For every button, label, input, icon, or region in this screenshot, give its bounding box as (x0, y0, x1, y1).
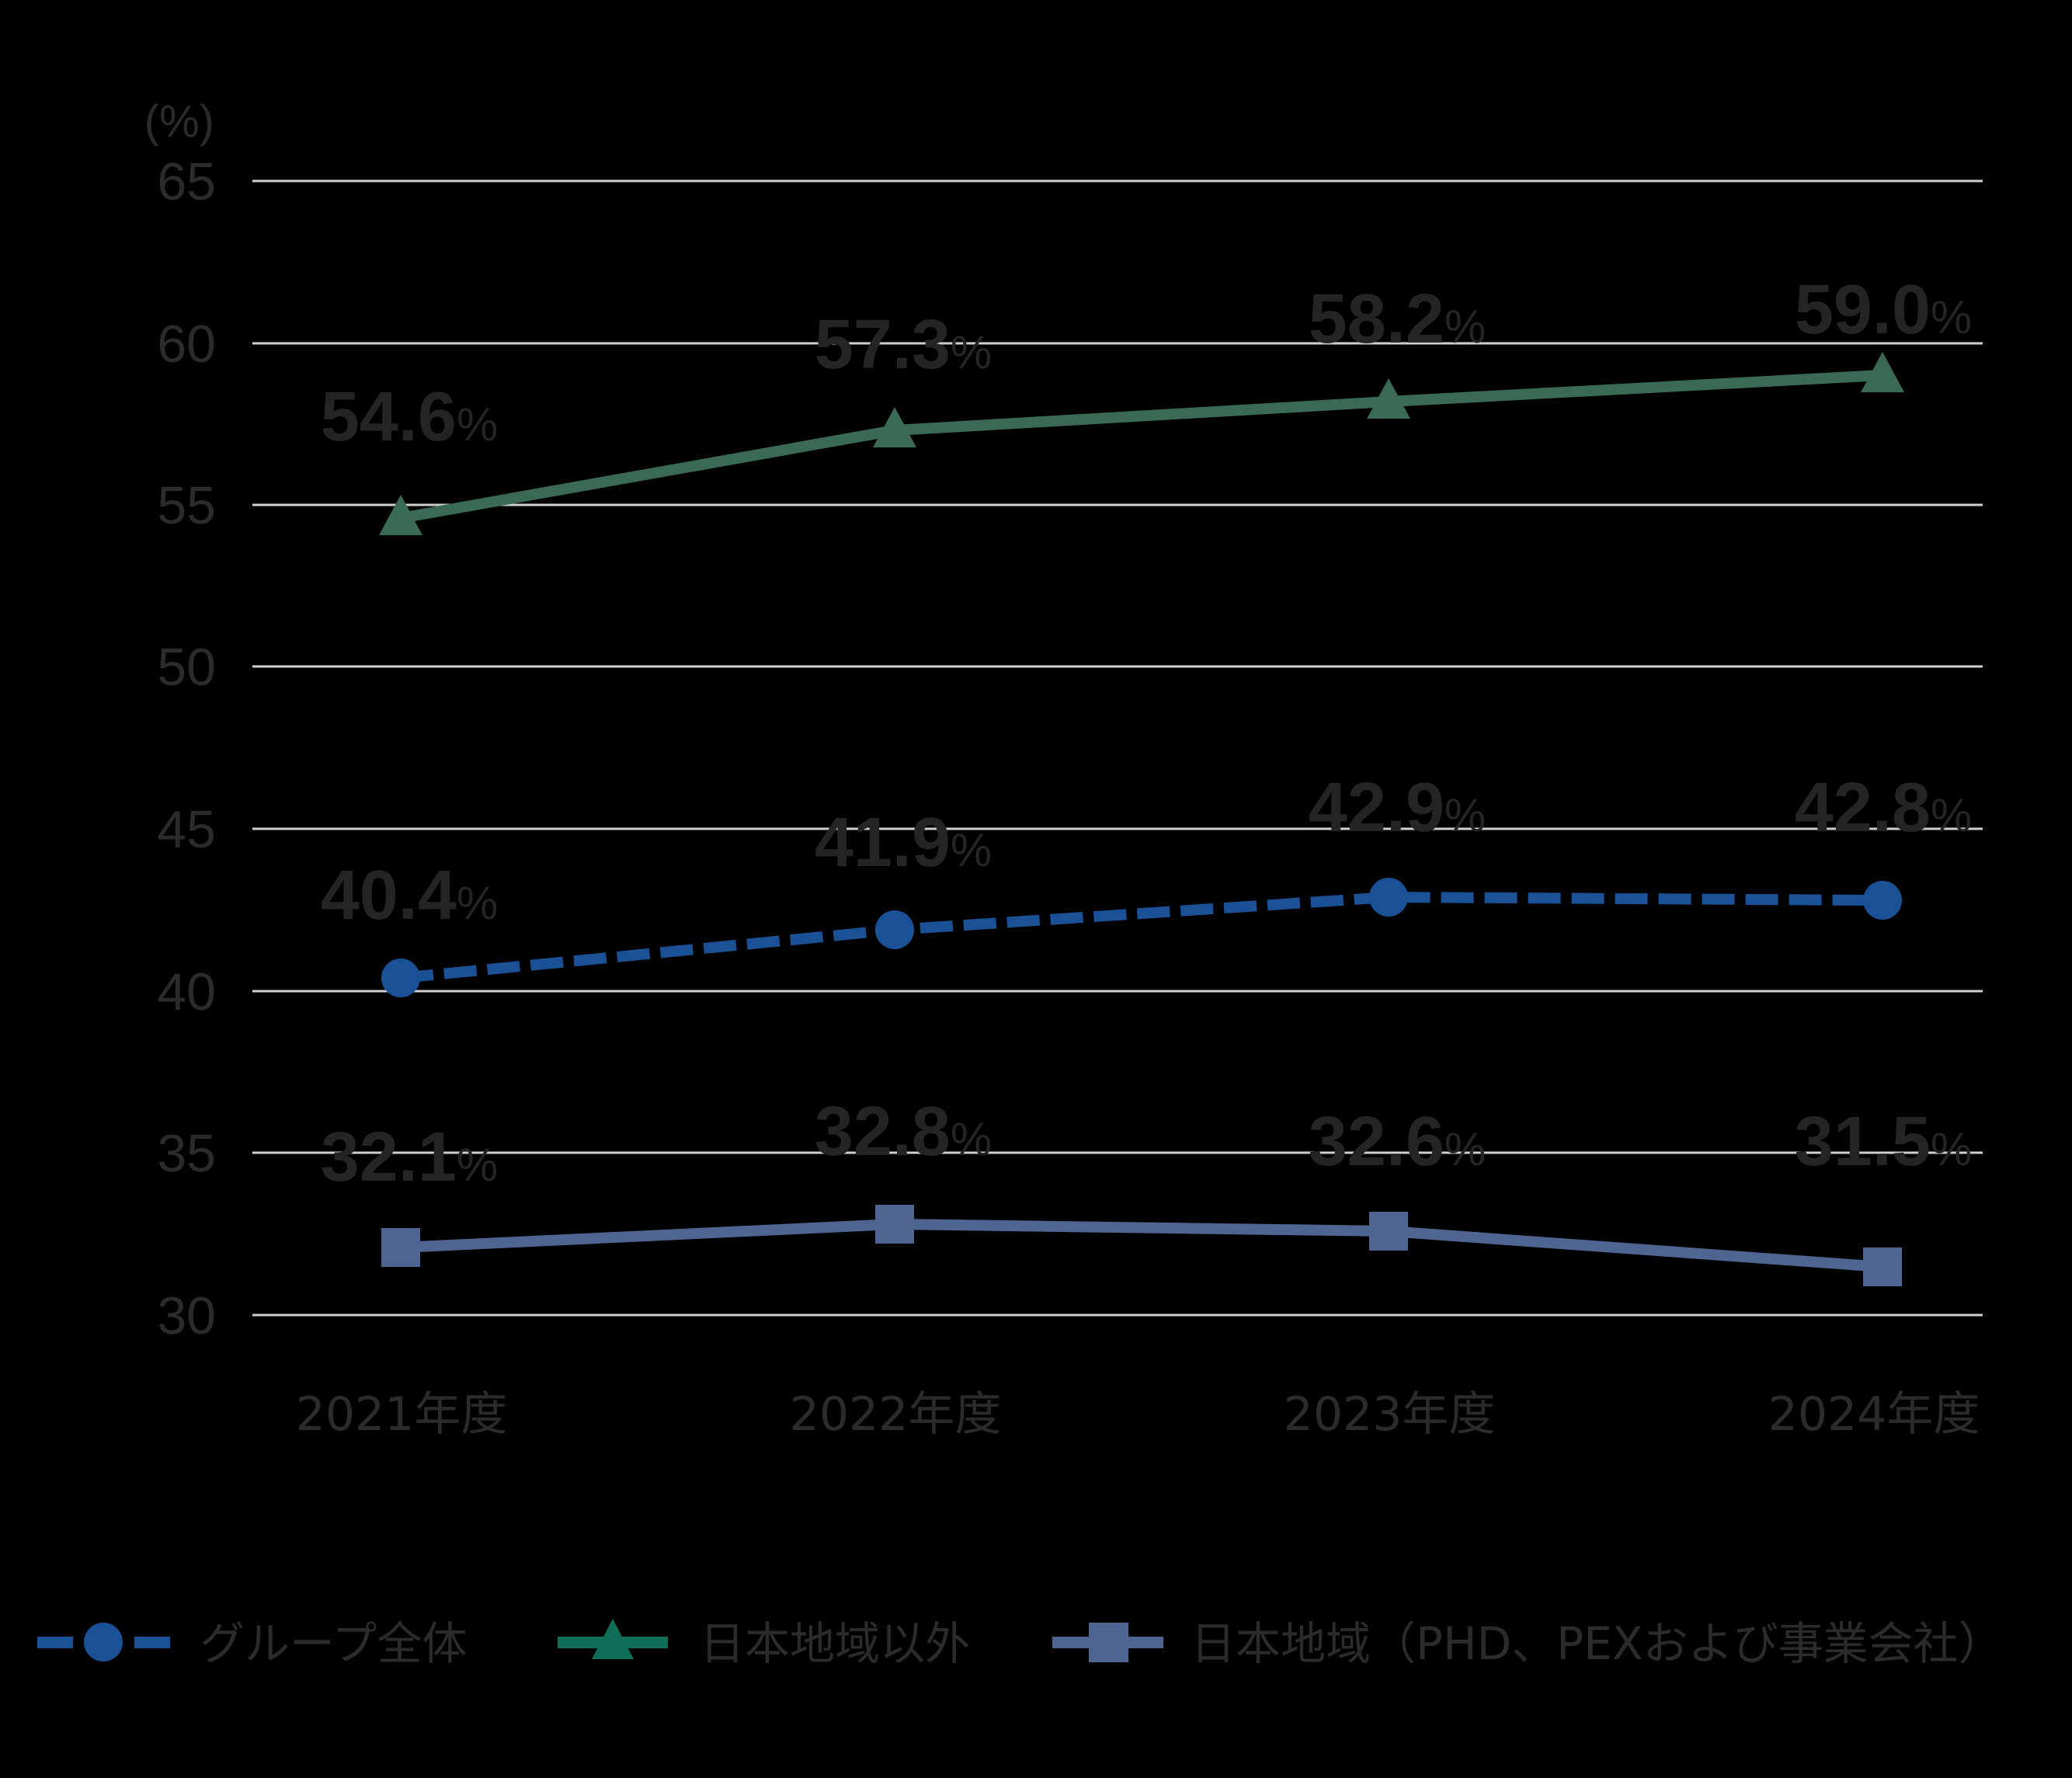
y-tick-30: 30 (157, 1286, 216, 1345)
data-labels-group-total: 40.4% 41.9% 42.9% 42.8% (321, 769, 1973, 934)
y-tick-40: 40 (157, 962, 216, 1021)
data-label: 32.6% (1309, 1103, 1486, 1181)
data-label: 42.8% (1795, 769, 1973, 847)
circle-marker-icon (1369, 878, 1408, 917)
series-line-group-total (400, 891, 1883, 983)
data-label: 40.4% (321, 857, 499, 934)
y-tick-35: 35 (157, 1124, 216, 1183)
series-outside-japan (379, 352, 1904, 535)
data-label: 57.3% (815, 306, 993, 384)
y-tick-50: 50 (157, 638, 216, 697)
data-labels-outside-japan: 54.6% 57.3% 58.2% 59.0% (321, 271, 1973, 456)
data-label: 58.2% (1309, 280, 1486, 358)
square-marker-icon (1863, 1247, 1902, 1286)
series-line-japan (400, 1219, 1883, 1272)
legend-label: 日本地域以外 (700, 1617, 970, 1670)
triangle-marker-icon (1861, 352, 1904, 392)
series-group-total (381, 878, 1902, 997)
y-tick-60: 60 (157, 315, 216, 374)
triangle-marker-icon (379, 495, 422, 535)
line-triangle-icon (558, 1619, 668, 1659)
x-label-2023: 2023年度 (1284, 1387, 1496, 1442)
x-axis-labels: 2021年度 2022年度 2023年度 2024年度 (296, 1387, 1980, 1442)
gridlines (252, 179, 1983, 1317)
data-labels-japan: 32.1% 32.8% 32.6% 31.5% (321, 1093, 1973, 1196)
data-label: 41.9% (815, 804, 993, 882)
y-axis-ticks: 65 60 55 50 45 40 35 30 (157, 152, 216, 1345)
data-label: 32.1% (321, 1119, 499, 1196)
dashed-line-circle-icon (37, 1623, 170, 1661)
series-japan (381, 1205, 1902, 1286)
data-label: 54.6% (321, 378, 499, 456)
square-marker-icon (875, 1205, 914, 1244)
square-marker-icon (1369, 1212, 1408, 1251)
data-label: 32.8% (815, 1093, 993, 1171)
legend-item-group-total[interactable]: グループ全体 (37, 1617, 468, 1670)
line-square-icon (1052, 1623, 1163, 1662)
series-line-outside-japan (399, 370, 1883, 524)
x-label-2024: 2024年度 (1768, 1387, 1980, 1442)
circle-marker-icon (381, 959, 420, 997)
x-label-2022: 2022年度 (790, 1387, 1002, 1442)
data-label: 42.9% (1309, 769, 1486, 847)
y-tick-65: 65 (157, 152, 216, 211)
circle-marker-icon (1863, 881, 1902, 920)
circle-marker-icon (875, 910, 914, 949)
data-label: 31.5% (1795, 1103, 1973, 1181)
legend-label: グループ全体 (200, 1617, 468, 1670)
x-label-2021: 2021年度 (296, 1387, 508, 1442)
data-label: 59.0% (1795, 271, 1973, 349)
y-tick-45: 45 (157, 800, 216, 859)
triangle-marker-icon (873, 407, 916, 447)
legend-label: 日本地域（PHD、PEXおよび事業会社） (1191, 1617, 2004, 1670)
y-axis-unit-label: (%) (144, 96, 214, 147)
square-marker-icon (381, 1228, 420, 1267)
legend-item-outside-japan[interactable]: 日本地域以外 (558, 1617, 970, 1670)
triangle-marker-icon (1367, 378, 1410, 419)
y-tick-55: 55 (157, 476, 216, 535)
legend-item-japan[interactable]: 日本地域（PHD、PEXおよび事業会社） (1052, 1617, 2004, 1670)
legend: グループ全体 日本地域以外 日本地域（PHD、PEXおよび事業会社） (37, 1617, 2004, 1670)
